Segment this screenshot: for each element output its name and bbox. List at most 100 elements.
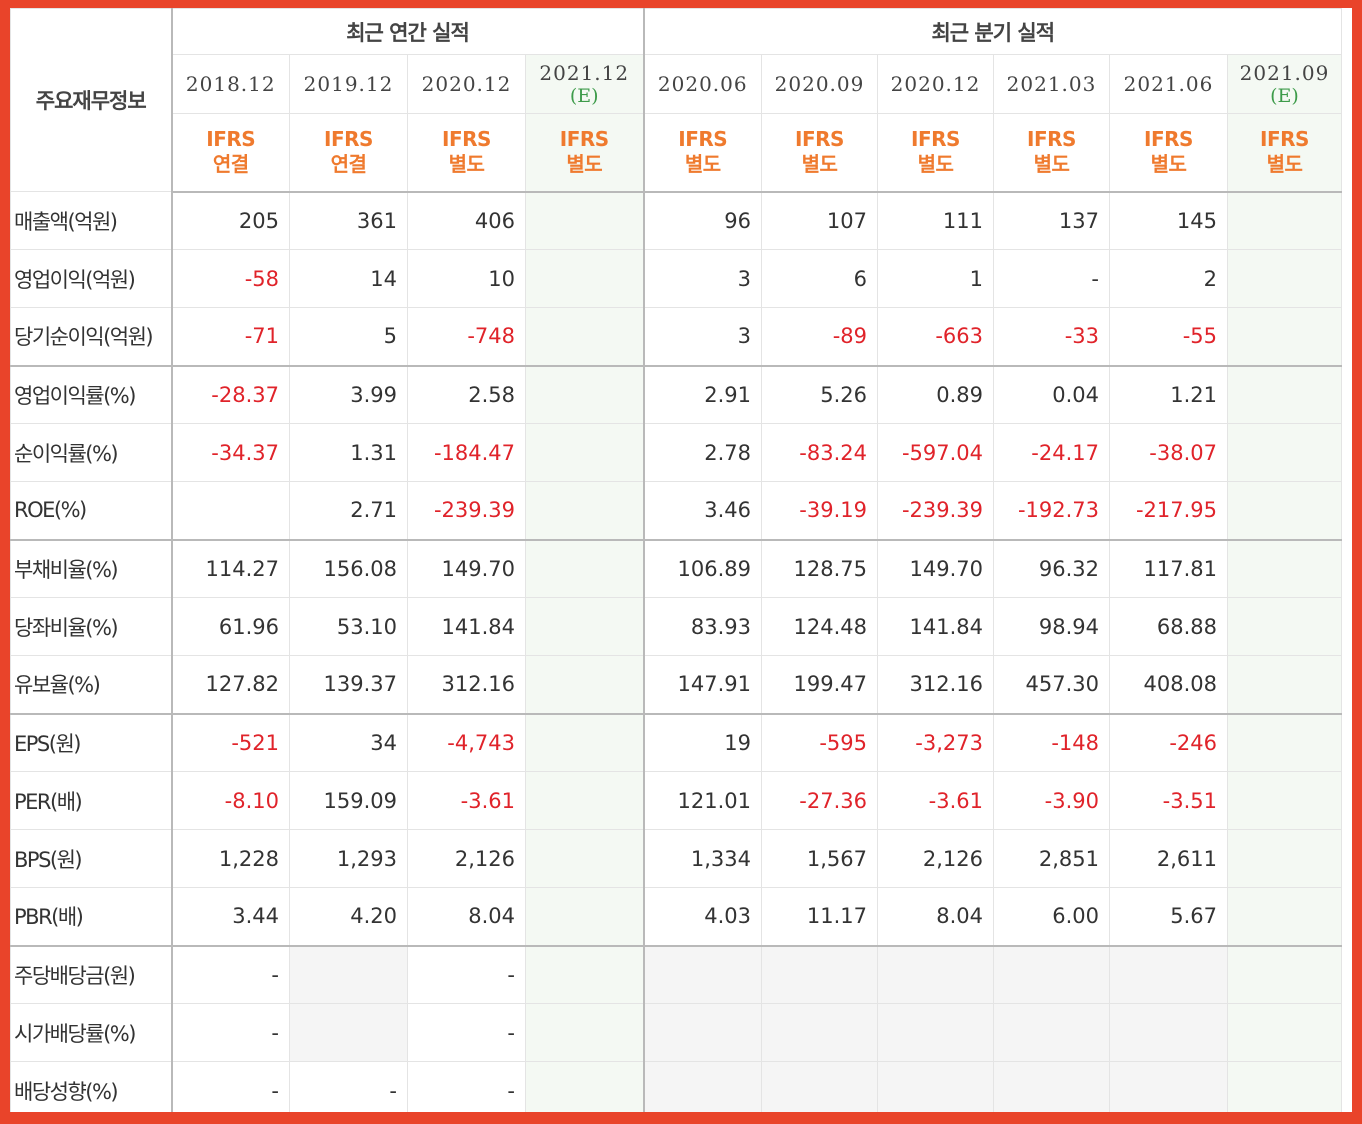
- table-cell: -184.47: [407, 423, 526, 482]
- row-label: 주당배당금(원): [10, 944, 173, 1004]
- table-cell: 98.94: [993, 597, 1110, 656]
- table-cell: -39.19: [761, 481, 878, 540]
- table-cell: [1227, 423, 1342, 482]
- table-cell: -: [171, 1003, 290, 1062]
- table-cell: -3.61: [877, 771, 994, 830]
- table-cell: [1109, 944, 1228, 1004]
- period-date: 2020.09: [774, 72, 865, 96]
- table-cell: [525, 1003, 644, 1062]
- period-header: 2020.09: [761, 54, 878, 114]
- table-cell: [1227, 597, 1342, 656]
- table-cell: -83.24: [761, 423, 878, 482]
- row-label: BPS(원): [10, 829, 173, 888]
- table-cell: [525, 597, 644, 656]
- table-cell: -71: [171, 307, 290, 366]
- row-label: 매출액(억원): [10, 191, 173, 250]
- table-row: EPS(원) -521 34 -4,743 19 -595 -3,273 -148 -246: [10, 712, 1342, 772]
- table-cell: [289, 944, 408, 1004]
- table-cell: -58: [171, 249, 290, 308]
- row-label: 시가배당률(%): [10, 1003, 173, 1062]
- consolidation-label: 별도: [917, 152, 954, 177]
- table-cell: -34.37: [171, 423, 290, 482]
- table-cell: 5.67: [1109, 887, 1228, 946]
- table-cell: 68.88: [1109, 597, 1228, 656]
- table-cell: [877, 1061, 994, 1112]
- ifrs-label: IFRS: [324, 127, 373, 152]
- table-cell: [761, 1061, 878, 1112]
- table-cell: 141.84: [877, 597, 994, 656]
- financial-summary-panel: 주요재무정보 최근 연간 실적 최근 분기 실적 2018.12 2019.12 2…: [10, 8, 1352, 1112]
- table-cell: -597.04: [877, 423, 994, 482]
- table-cell: [525, 538, 644, 598]
- table-cell: -: [993, 249, 1110, 308]
- table-cell: 199.47: [761, 655, 878, 714]
- table-row: 주당배당금(원) - -: [10, 944, 1342, 1004]
- ifrs-label: IFRS: [206, 127, 256, 152]
- table-cell: [1227, 944, 1342, 1004]
- table-cell: 1.31: [289, 423, 408, 482]
- table-cell: [1227, 655, 1342, 714]
- table-cell: 408.08: [1109, 655, 1228, 714]
- table-cell: [1227, 771, 1342, 830]
- table-cell: 139.37: [289, 655, 408, 714]
- table-cell: 14: [289, 249, 408, 308]
- table-cell: [642, 1061, 762, 1112]
- period-date: 2020.12: [890, 72, 981, 96]
- table-cell: [525, 191, 644, 250]
- table-cell: -239.39: [407, 481, 526, 540]
- estimate-marker: (E): [569, 85, 599, 107]
- table-cell: 106.89: [642, 538, 762, 598]
- table-cell: 1,228: [171, 829, 290, 888]
- table-cell: [877, 1003, 994, 1062]
- accounting-standard: IFRS 별도: [877, 113, 994, 193]
- table-cell: [993, 1003, 1110, 1062]
- table-cell: 2,126: [407, 829, 526, 888]
- table-cell: 8.04: [407, 887, 526, 946]
- table-cell: -27.36: [761, 771, 878, 830]
- table-cell: 2.91: [642, 364, 762, 424]
- accounting-standard: IFRS 별도: [642, 113, 762, 193]
- table-row: 영업이익률(%) -28.37 3.99 2.58 2.91 5.26 0.89 0.04 1.…: [10, 364, 1342, 424]
- table-cell: 117.81: [1109, 538, 1228, 598]
- period-header: 2021.09 (E): [1227, 54, 1342, 114]
- table-cell: -55: [1109, 307, 1228, 366]
- table-cell: [1227, 364, 1342, 424]
- table-cell: [1227, 1061, 1342, 1112]
- table-cell: -3,273: [877, 712, 994, 772]
- period-header: 2021.06: [1109, 54, 1228, 114]
- table-cell: -595: [761, 712, 878, 772]
- table-cell: -148: [993, 712, 1110, 772]
- accounting-standard: IFRS 연결: [289, 113, 408, 193]
- table-cell: 6.00: [993, 887, 1110, 946]
- table-row: 배당성향(%) - - -: [10, 1061, 1342, 1112]
- row-label: 배당성향(%): [10, 1061, 173, 1112]
- table-cell: -8.10: [171, 771, 290, 830]
- consolidation-label: 별도: [1150, 152, 1187, 177]
- row-label: 부채비율(%): [10, 538, 173, 598]
- table-cell: 5.26: [761, 364, 878, 424]
- ifrs-label: IFRS: [1027, 127, 1076, 152]
- table-cell: 141.84: [407, 597, 526, 656]
- table-row: 부채비율(%) 114.27 156.08 149.70 106.89 128.75 149…: [10, 538, 1342, 598]
- period-header: 2020.06: [642, 54, 762, 114]
- table-cell: [1227, 829, 1342, 888]
- table-cell: [525, 1061, 644, 1112]
- table-cell: [525, 712, 644, 772]
- table-cell: 2,126: [877, 829, 994, 888]
- table-cell: 149.70: [877, 538, 994, 598]
- table-cell: [289, 1003, 408, 1062]
- ifrs-label: IFRS: [1144, 127, 1193, 152]
- accounting-standard: IFRS 별도: [407, 113, 526, 193]
- period-date: 2019.12: [303, 72, 394, 96]
- period-header: 2021.12 (E): [525, 54, 644, 114]
- table-cell: -192.73: [993, 481, 1110, 540]
- table-cell: 107: [761, 191, 878, 250]
- table-row: 유보율(%) 127.82 139.37 312.16 147.91 199.47 312.…: [10, 655, 1342, 714]
- period-date: 2020.06: [657, 72, 748, 96]
- table-cell: [1227, 1003, 1342, 1062]
- table-cell: [877, 944, 994, 1004]
- row-label: PER(배): [10, 771, 173, 830]
- table-cell: 156.08: [289, 538, 408, 598]
- consolidation-label: 연결: [330, 152, 367, 177]
- table-cell: -: [171, 944, 290, 1004]
